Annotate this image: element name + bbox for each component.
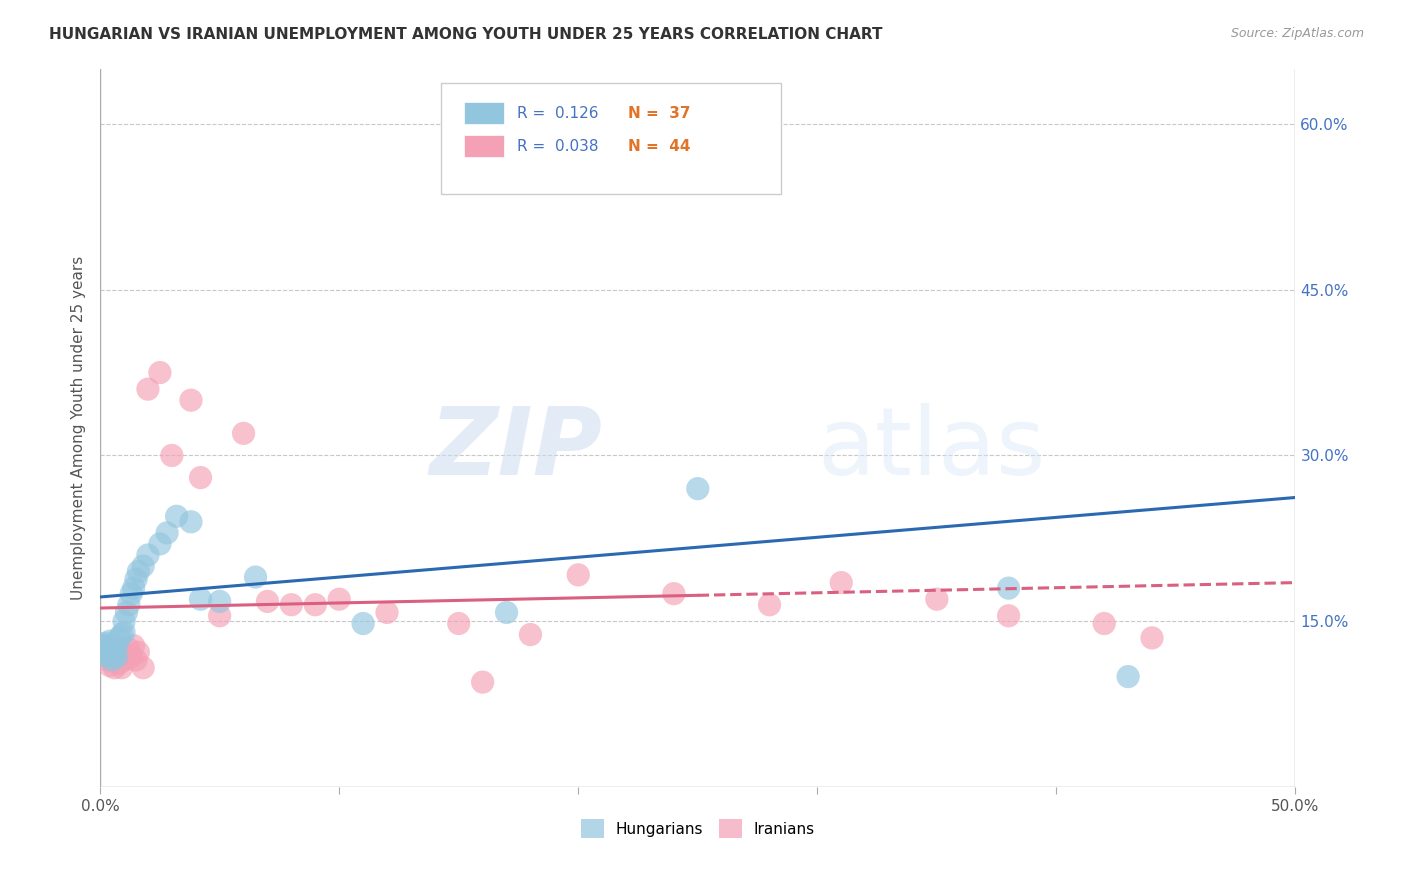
Point [96,649,118,664]
Point [375,606,398,620]
Point [103,640,125,655]
Point [280,598,302,612]
FancyBboxPatch shape [464,103,505,124]
Text: Source: ZipAtlas.com: Source: ZipAtlas.com [1230,27,1364,40]
Y-axis label: Unemployment Among Youth under 25 years: Unemployment Among Youth under 25 years [72,256,86,600]
Point [1116,670,1139,684]
Point [125,572,148,586]
Point [118,598,141,612]
Point [136,382,159,396]
Point [190,592,212,607]
Point [98,658,121,673]
Point [1092,616,1115,631]
Text: ZIP: ZIP [429,403,602,495]
Point [103,648,125,662]
Point [98,634,121,648]
Text: R =  0.038: R = 0.038 [517,138,599,153]
Point [149,537,172,551]
Point [519,627,541,641]
Point [166,509,188,524]
Point [136,548,159,562]
Point [567,567,589,582]
Point [132,661,155,675]
Point [120,587,142,601]
Point [94,645,117,659]
Point [328,592,350,607]
Point [125,653,148,667]
Point [352,616,374,631]
Point [111,661,134,675]
Point [256,594,278,608]
Point [122,581,145,595]
Point [108,648,131,662]
Point [160,449,183,463]
Point [758,598,780,612]
Point [662,587,685,601]
Point [94,636,117,650]
Point [304,598,326,612]
Text: N =  37: N = 37 [628,105,690,120]
Point [127,565,149,579]
Point [105,639,128,653]
Point [111,627,134,641]
Point [115,606,138,620]
Point [180,515,202,529]
Point [245,570,267,584]
Text: atlas: atlas [817,403,1046,495]
Point [112,615,135,629]
Point [180,393,202,408]
Point [925,592,948,607]
Point [471,675,494,690]
Text: R =  0.126: R = 0.126 [517,105,599,120]
Point [127,645,149,659]
Point [101,640,124,655]
Point [120,649,142,664]
Text: N =  44: N = 44 [628,138,690,153]
Point [118,642,141,657]
Point [997,608,1019,623]
Point [1140,631,1163,645]
Point [94,648,117,662]
Point [91,639,114,653]
Point [190,470,212,484]
Point [997,581,1019,595]
Point [112,653,135,667]
Point [208,594,231,608]
Point [103,636,125,650]
Point [101,649,124,664]
Point [91,639,114,653]
Point [98,648,121,662]
Point [156,525,179,540]
Point [686,482,709,496]
Point [101,653,124,667]
Point [108,657,131,671]
FancyBboxPatch shape [441,83,782,194]
Point [232,426,254,441]
Point [447,616,470,631]
Point [98,645,121,659]
Point [149,366,172,380]
Point [108,631,131,645]
Point [96,642,118,657]
Point [132,559,155,574]
Point [115,648,138,662]
Point [105,653,128,667]
Text: HUNGARIAN VS IRANIAN UNEMPLOYMENT AMONG YOUTH UNDER 25 YEARS CORRELATION CHART: HUNGARIAN VS IRANIAN UNEMPLOYMENT AMONG … [49,27,883,42]
Point [112,625,135,640]
Point [208,608,231,623]
FancyBboxPatch shape [464,136,505,157]
Point [830,575,852,590]
Point [122,639,145,653]
Point [495,606,517,620]
Point [103,661,125,675]
Point [96,642,118,657]
Point [96,653,118,667]
Legend: Hungarians, Iranians: Hungarians, Iranians [575,814,821,844]
Point [105,649,128,664]
